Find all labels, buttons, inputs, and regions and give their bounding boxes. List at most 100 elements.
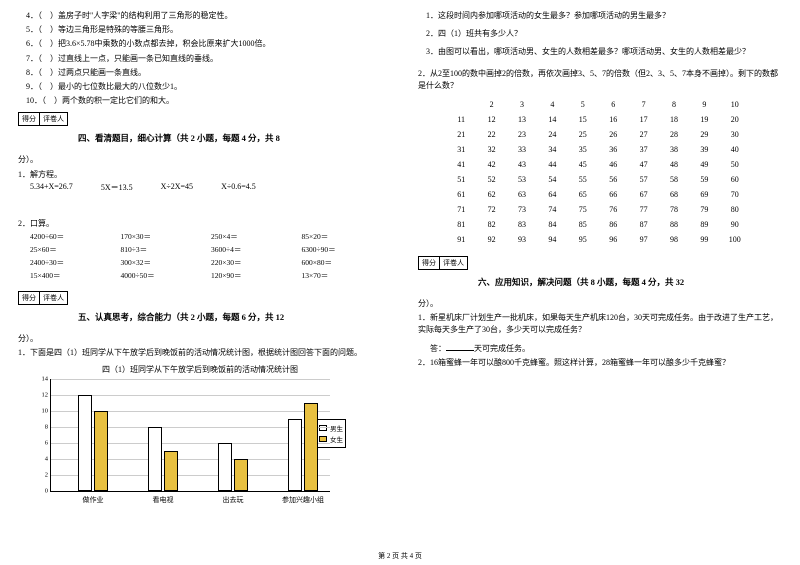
judgment-item: 7．（ ）过直线上一点，只能画一条已知直线的垂线。 bbox=[18, 53, 382, 64]
x-tick-label: 看电视 bbox=[153, 495, 174, 505]
calc-item: 4200÷60＝ bbox=[30, 231, 111, 242]
grid-number: 21 bbox=[448, 130, 474, 139]
grid-number: 84 bbox=[539, 220, 565, 229]
grid-number: 32 bbox=[478, 145, 504, 154]
grid-number: 9 bbox=[691, 100, 717, 109]
grid-number: 95 bbox=[570, 235, 596, 244]
y-tick-label: 14 bbox=[36, 375, 48, 382]
calc-item: 3600÷4＝ bbox=[211, 244, 292, 255]
eq: X÷2X=45 bbox=[161, 182, 193, 193]
grid-number: 4 bbox=[539, 100, 565, 109]
grid-number: 47 bbox=[630, 160, 656, 169]
chart-title: 四（1）班同学从下午放学后到晚饭前的活动情况统计图 bbox=[18, 364, 382, 375]
y-tick-label: 8 bbox=[36, 423, 48, 430]
grid-number: 2 bbox=[478, 100, 504, 109]
grid-number: 49 bbox=[691, 160, 717, 169]
bar-chart: 男生 女生 02468101214做作业看电视出去玩参加兴趣小组 bbox=[38, 379, 348, 511]
grid-number: 78 bbox=[661, 205, 687, 214]
eq: 5X＝13.5 bbox=[101, 182, 133, 193]
grid-number: 93 bbox=[509, 235, 535, 244]
judgment-item: 10．（ ）两个数的积一定比它们的和大。 bbox=[18, 95, 382, 106]
x-tick-label: 做作业 bbox=[83, 495, 104, 505]
score-cell: 得分 bbox=[18, 291, 40, 305]
y-tick-label: 10 bbox=[36, 407, 48, 414]
calc-item: 4000÷50＝ bbox=[121, 270, 202, 281]
grid-number: 13 bbox=[509, 115, 535, 124]
calc-item: 13×70＝ bbox=[302, 270, 383, 281]
grid-number: 38 bbox=[661, 145, 687, 154]
answer-line: 答：天可完成任务。 bbox=[418, 342, 782, 354]
grid-number: 54 bbox=[539, 175, 565, 184]
calc-item: 25×60＝ bbox=[30, 244, 111, 255]
score-cell: 得分 bbox=[18, 112, 40, 126]
grid-number: 28 bbox=[661, 130, 687, 139]
grid-number: 30 bbox=[722, 130, 748, 139]
grid-number: 98 bbox=[661, 235, 687, 244]
y-tick-label: 12 bbox=[36, 391, 48, 398]
score-box-sec6: 得分 评卷人 bbox=[418, 256, 782, 270]
answer-blank[interactable] bbox=[446, 342, 474, 351]
grid-number: 29 bbox=[691, 130, 717, 139]
calc-item: 120×90＝ bbox=[211, 270, 292, 281]
legend-swatch-girls bbox=[319, 436, 327, 442]
problem-1: 1．新星机床厂计划生产一批机床，如果每天生产机床120台，30天可完成任务。由于… bbox=[418, 312, 782, 336]
grid-number: 96 bbox=[600, 235, 626, 244]
bar-girls bbox=[234, 459, 248, 491]
grid-number: 68 bbox=[661, 190, 687, 199]
bar-girls bbox=[164, 451, 178, 491]
grid-number: 23 bbox=[509, 130, 535, 139]
grid-number: 94 bbox=[539, 235, 565, 244]
grid-number: 70 bbox=[722, 190, 748, 199]
grid-number: 72 bbox=[478, 205, 504, 214]
grid-number: 11 bbox=[448, 115, 474, 124]
calc-item: 6300÷90＝ bbox=[302, 244, 383, 255]
calc-item: 220×30＝ bbox=[211, 257, 292, 268]
grid-number: 24 bbox=[539, 130, 565, 139]
score-box-sec5: 得分 评卷人 bbox=[18, 291, 382, 305]
grid-number: 17 bbox=[630, 115, 656, 124]
legend-label: 男生 bbox=[330, 423, 343, 433]
grid-number: 83 bbox=[509, 220, 535, 229]
sub-question: 2．四（1）班共有多少人？ bbox=[418, 28, 782, 40]
grid-number: 35 bbox=[570, 145, 596, 154]
judgment-item: 8．（ ）过两点只能画一条直线。 bbox=[18, 67, 382, 78]
calc-grid: 4200÷60＝170×30＝250×4＝85×20＝25×60＝810÷3＝3… bbox=[18, 231, 382, 281]
bar-boys bbox=[218, 443, 232, 491]
equation-row: 5.34+X=26.7 5X＝13.5 X÷2X=45 X÷0.6=4.5 bbox=[18, 182, 382, 193]
y-tick-label: 0 bbox=[36, 487, 48, 494]
grid-number: 45 bbox=[570, 160, 596, 169]
grid-number: 48 bbox=[661, 160, 687, 169]
grid-number: 92 bbox=[478, 235, 504, 244]
judgment-item: 6．（ ）把3.6×5.78中乘数的小数点都去掉，积会比原来扩大1000倍。 bbox=[18, 38, 382, 49]
grid-number: 31 bbox=[448, 145, 474, 154]
x-tick-label: 出去玩 bbox=[223, 495, 244, 505]
grid-number: 20 bbox=[722, 115, 748, 124]
grid-number: 39 bbox=[691, 145, 717, 154]
eq: X÷0.6=4.5 bbox=[221, 182, 256, 193]
grid-number: 57 bbox=[630, 175, 656, 184]
grid-number: 67 bbox=[630, 190, 656, 199]
grid-number: 71 bbox=[448, 205, 474, 214]
grid-number: 12 bbox=[478, 115, 504, 124]
grid-number: 56 bbox=[600, 175, 626, 184]
bar-boys bbox=[288, 419, 302, 491]
judgment-item: 9．（ ）最小的七位数比最大的八位数少1。 bbox=[18, 81, 382, 92]
grid-number: 80 bbox=[722, 205, 748, 214]
grid-number: 81 bbox=[448, 220, 474, 229]
grid-number: 65 bbox=[570, 190, 596, 199]
grid-number: 88 bbox=[661, 220, 687, 229]
bar-girls bbox=[304, 403, 318, 491]
judgment-item: 5．（ ）等边三角形是特殊的等腰三角形。 bbox=[18, 24, 382, 35]
grid-number: 46 bbox=[600, 160, 626, 169]
fen-label: 分）。 bbox=[418, 298, 782, 309]
grid-number: 64 bbox=[539, 190, 565, 199]
bar-girls bbox=[94, 411, 108, 491]
grid-number: 33 bbox=[509, 145, 535, 154]
grid-number: 41 bbox=[448, 160, 474, 169]
grid-number: 58 bbox=[661, 175, 687, 184]
calc-item: 85×20＝ bbox=[302, 231, 383, 242]
y-tick-label: 6 bbox=[36, 439, 48, 446]
grid-number: 44 bbox=[539, 160, 565, 169]
grid-number: 59 bbox=[691, 175, 717, 184]
score-box-sec4: 得分 评卷人 bbox=[18, 112, 382, 126]
